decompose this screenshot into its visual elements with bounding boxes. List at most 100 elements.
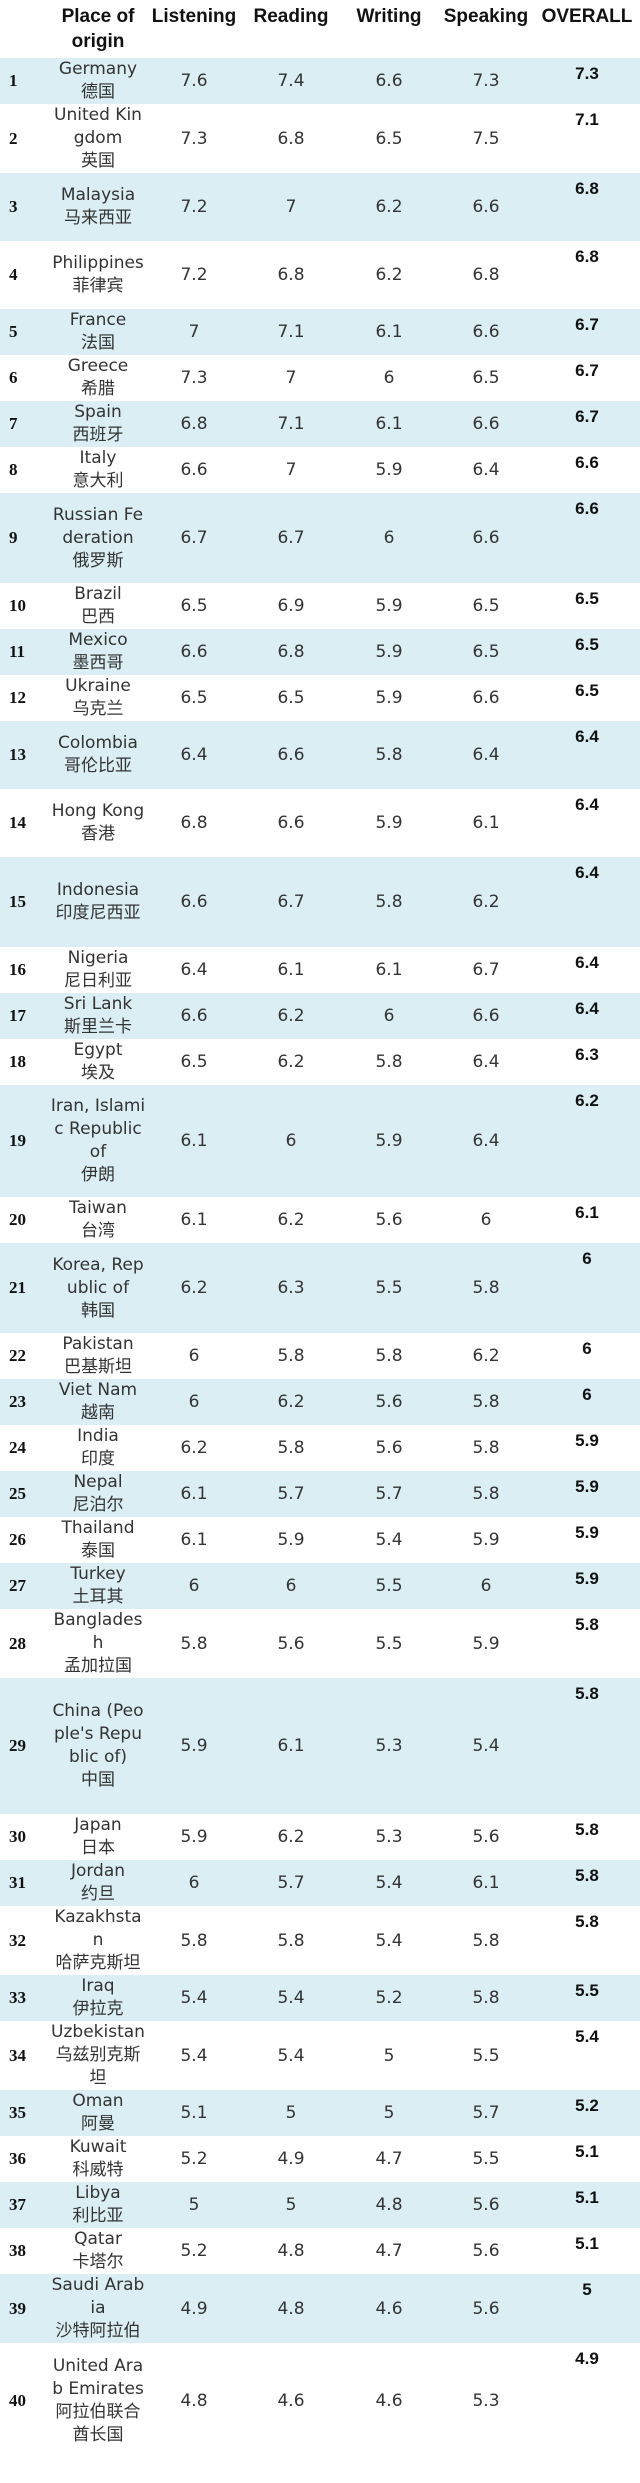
place-cell: Bangladesh 孟加拉国 xyxy=(50,1609,146,1678)
listening-score-cell: 6.2 xyxy=(146,1243,242,1333)
reading-score-cell: 6.2 xyxy=(242,993,340,1039)
speaking-score-cell: 5.5 xyxy=(438,2021,534,2090)
reading-score-cell: 7.4 xyxy=(242,58,340,104)
place-cell: United Kingdom 英国 xyxy=(50,104,146,173)
writing-score-cell: 5.4 xyxy=(340,1860,438,1906)
place-name-cn: 俄罗斯 xyxy=(72,550,124,571)
place-name-cn: 泰国 xyxy=(81,1541,115,1561)
reading-score-cell: 6.2 xyxy=(242,1379,340,1425)
listening-score-cell: 6.5 xyxy=(146,675,242,721)
table-row: 22 Pakistan 巴基斯坦 6 5.8 5.8 6.2 6 xyxy=(0,1333,640,1379)
table-row: 25 Nepal 尼泊尔 6.1 5.7 5.7 5.8 5.9 xyxy=(0,1471,640,1517)
place-name-cn: 沙特阿拉伯 xyxy=(55,2321,141,2341)
place-name-en: Viet Nam xyxy=(58,1380,138,1400)
rank-cell: 18 xyxy=(0,1039,50,1085)
place-name-en: Uzbekistan xyxy=(51,2022,145,2042)
place-name-cn: 乌兹别克斯坦 xyxy=(55,2045,141,2088)
listening-score-cell: 5.4 xyxy=(146,2021,242,2090)
place-name-en: Russian Federation xyxy=(52,504,144,548)
place-name-en: Nigeria xyxy=(67,948,129,968)
listening-score-cell: 5.8 xyxy=(146,1609,242,1678)
overall-score-cell: 6.7 xyxy=(534,355,640,401)
place-name-en: Germany xyxy=(58,59,138,79)
listening-score-cell: 7.3 xyxy=(146,104,242,173)
writing-score-cell: 5.3 xyxy=(340,1814,438,1860)
header-reading: Reading xyxy=(242,0,340,58)
reading-score-cell: 6.8 xyxy=(242,241,340,309)
speaking-score-cell: 5.6 xyxy=(438,2228,534,2274)
listening-score-cell: 5.9 xyxy=(146,1678,242,1814)
header-writing: Writing xyxy=(340,0,438,58)
writing-score-cell: 4.6 xyxy=(340,2343,438,2459)
place-name-cn: 巴西 xyxy=(81,607,115,627)
place-name-en: Korea, Republic of xyxy=(52,1254,144,1298)
rank-cell: 1 xyxy=(0,58,50,104)
rank-cell: 11 xyxy=(0,629,50,675)
speaking-score-cell: 6.4 xyxy=(438,447,534,493)
place-name-en: India xyxy=(77,1426,119,1446)
header-speaking: Speaking xyxy=(438,0,534,58)
writing-score-cell: 5.5 xyxy=(340,1243,438,1333)
writing-score-cell: 4.8 xyxy=(340,2182,438,2228)
place-cell: Taiwan 台湾 xyxy=(50,1197,146,1243)
listening-score-cell: 7.2 xyxy=(146,173,242,241)
writing-score-cell: 5.9 xyxy=(340,629,438,675)
rank-cell: 9 xyxy=(0,493,50,583)
place-name-en: Italy xyxy=(79,448,117,468)
reading-score-cell: 6.6 xyxy=(242,789,340,857)
place-name-cn: 台湾 xyxy=(81,1221,115,1241)
table-row: 3 Malaysia 马来西亚 7.2 7 6.2 6.6 6.8 xyxy=(0,173,640,241)
place-cell: Thailand 泰国 xyxy=(50,1517,146,1563)
table-row: 26 Thailand 泰国 6.1 5.9 5.4 5.9 5.9 xyxy=(0,1517,640,1563)
writing-score-cell: 6.2 xyxy=(340,241,438,309)
place-cell: France 法国 xyxy=(50,309,146,355)
rank-cell: 7 xyxy=(0,401,50,447)
place-name-cn: 马来西亚 xyxy=(64,208,132,228)
place-cell: China (People's Republic of) 中国 xyxy=(50,1678,146,1814)
overall-score-cell: 5 xyxy=(534,2274,640,2343)
listening-score-cell: 7.3 xyxy=(146,355,242,401)
place-name-cn: 意大利 xyxy=(72,471,124,491)
reading-score-cell: 6.7 xyxy=(242,493,340,583)
rank-cell: 19 xyxy=(0,1085,50,1197)
place-name-cn: 墨西哥 xyxy=(72,653,124,673)
rank-cell: 13 xyxy=(0,721,50,789)
place-name-cn: 卡塔尔 xyxy=(72,2252,124,2272)
reading-score-cell: 6.2 xyxy=(242,1039,340,1085)
place-name-cn: 科威特 xyxy=(72,2160,124,2180)
writing-score-cell: 5 xyxy=(340,2090,438,2136)
speaking-score-cell: 6.6 xyxy=(438,401,534,447)
listening-score-cell: 6.6 xyxy=(146,857,242,947)
place-name-cn: 斯里兰卡 xyxy=(64,1017,132,1037)
speaking-score-cell: 5.8 xyxy=(438,1379,534,1425)
place-name-en: Jordan xyxy=(70,1861,126,1881)
rank-cell: 32 xyxy=(0,1906,50,1975)
place-name-cn: 法国 xyxy=(81,333,115,353)
rank-cell: 30 xyxy=(0,1814,50,1860)
speaking-score-cell: 5.8 xyxy=(438,1906,534,1975)
speaking-score-cell: 5.9 xyxy=(438,1609,534,1678)
table-row: 31 Jordan 约旦 6 5.7 5.4 6.1 5.8 xyxy=(0,1860,640,1906)
speaking-score-cell: 6 xyxy=(438,1563,534,1609)
place-name-en: Qatar xyxy=(74,2229,122,2249)
writing-score-cell: 5.5 xyxy=(340,1609,438,1678)
rank-cell: 28 xyxy=(0,1609,50,1678)
header-row: Place of origin Listening Reading Writin… xyxy=(0,0,640,58)
writing-score-cell: 5.8 xyxy=(340,1039,438,1085)
speaking-score-cell: 6.5 xyxy=(438,629,534,675)
table-row: 14 Hong Kong 香港 6.8 6.6 5.9 6.1 6.4 xyxy=(0,789,640,857)
place-name-en: Japan xyxy=(74,1815,122,1835)
place-name-en: Iran, Islamic Republic of xyxy=(50,1096,146,1162)
listening-score-cell: 4.9 xyxy=(146,2274,242,2343)
writing-score-cell: 5.6 xyxy=(340,1425,438,1471)
writing-score-cell: 6.1 xyxy=(340,309,438,355)
place-name-cn: 哈萨克斯坦 xyxy=(55,1953,141,1973)
overall-score-cell: 6.5 xyxy=(534,629,640,675)
table-row: 5 France 法国 7 7.1 6.1 6.6 6.7 xyxy=(0,309,640,355)
overall-score-cell: 5.5 xyxy=(534,1975,640,2021)
speaking-score-cell: 5.4 xyxy=(438,1678,534,1814)
overall-score-cell: 6.4 xyxy=(534,789,640,857)
speaking-score-cell: 6.4 xyxy=(438,1039,534,1085)
reading-score-cell: 4.6 xyxy=(242,2343,340,2459)
rank-cell: 36 xyxy=(0,2136,50,2182)
